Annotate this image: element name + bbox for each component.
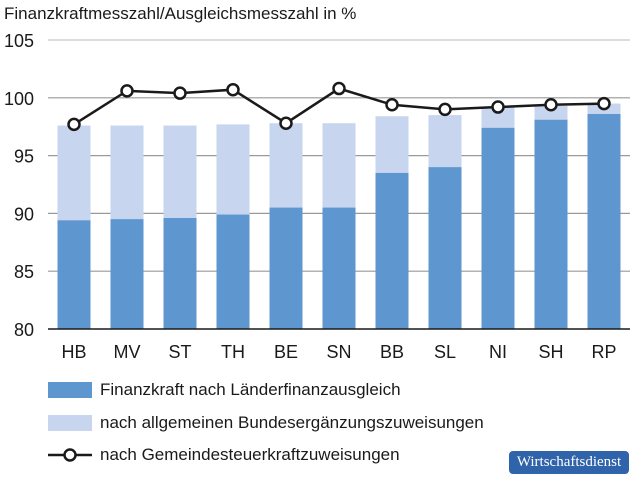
x-tick-label: NI — [489, 342, 507, 362]
x-tick-label: BB — [380, 342, 404, 362]
line-point — [544, 97, 558, 112]
x-tick-label: TH — [221, 342, 245, 362]
bar-finanzkraft — [57, 220, 91, 329]
bar-finanzkraft — [322, 207, 356, 329]
y-tick-label: 85 — [14, 262, 34, 282]
x-tick-label: SH — [538, 342, 563, 362]
line-point — [332, 81, 346, 96]
x-tick-label: HB — [61, 342, 86, 362]
legend-label: nach Gemeindesteuerkraftzuweisungen — [100, 445, 400, 464]
x-tick-label: ST — [168, 342, 191, 362]
line-point — [120, 84, 134, 98]
legend-item-finanzkraft: Finanzkraft nach Länderfinanzausgleich — [48, 380, 401, 400]
plot-area: 80 85 90 95 100 105 HB MV ST TH BE SN BB SL NI SH RP — [4, 31, 630, 362]
bar-finanzkraft — [110, 219, 144, 329]
line-point — [173, 86, 187, 100]
publisher-badge: Wirtschaftsdienst — [509, 451, 629, 474]
bar-finanzkraft — [534, 119, 568, 329]
line-point — [67, 117, 81, 132]
x-tick-label: RP — [591, 342, 616, 362]
x-tick-label: SN — [326, 342, 351, 362]
line-point — [279, 116, 293, 130]
line-point — [226, 82, 240, 97]
y-tick-label: 105 — [4, 31, 34, 51]
x-tick-label: BE — [274, 342, 298, 362]
legend-item-gemeinde: nach Gemeindesteuerkraftzuweisungen — [48, 445, 400, 465]
line-point — [438, 102, 452, 117]
bar-finanzkraft — [428, 167, 462, 329]
legend-line-marker — [48, 448, 92, 462]
y-tick-label: 90 — [14, 204, 34, 224]
bar-finanzkraft — [375, 172, 409, 329]
chart-title: Finanzkraftmesszahl/Ausgleichsmesszahl i… — [4, 4, 357, 23]
bar-finanzkraft — [269, 207, 303, 329]
line-point — [491, 100, 505, 114]
y-tick-label: 100 — [4, 89, 34, 109]
x-tick-label: MV — [114, 342, 141, 362]
line-point — [597, 96, 611, 111]
x-tick-label: SL — [434, 342, 456, 362]
legend-item-bez: nach allgemeinen Bundesergänzungszuweisu… — [48, 413, 484, 433]
legend-label: nach allgemeinen Bundesergänzungszuweisu… — [100, 413, 484, 432]
bar-finanzkraft — [216, 214, 250, 329]
y-tick-label: 80 — [14, 320, 34, 340]
line-point — [385, 97, 399, 112]
legend-swatch-dark — [48, 382, 92, 398]
bar-finanzkraft — [481, 127, 515, 329]
legend-swatch-light — [48, 415, 92, 431]
bar-finanzkraft — [163, 218, 197, 329]
bar-finanzkraft — [587, 113, 621, 329]
legend-label: Finanzkraft nach Länderfinanzausgleich — [100, 380, 401, 399]
y-tick-label: 95 — [14, 147, 34, 167]
